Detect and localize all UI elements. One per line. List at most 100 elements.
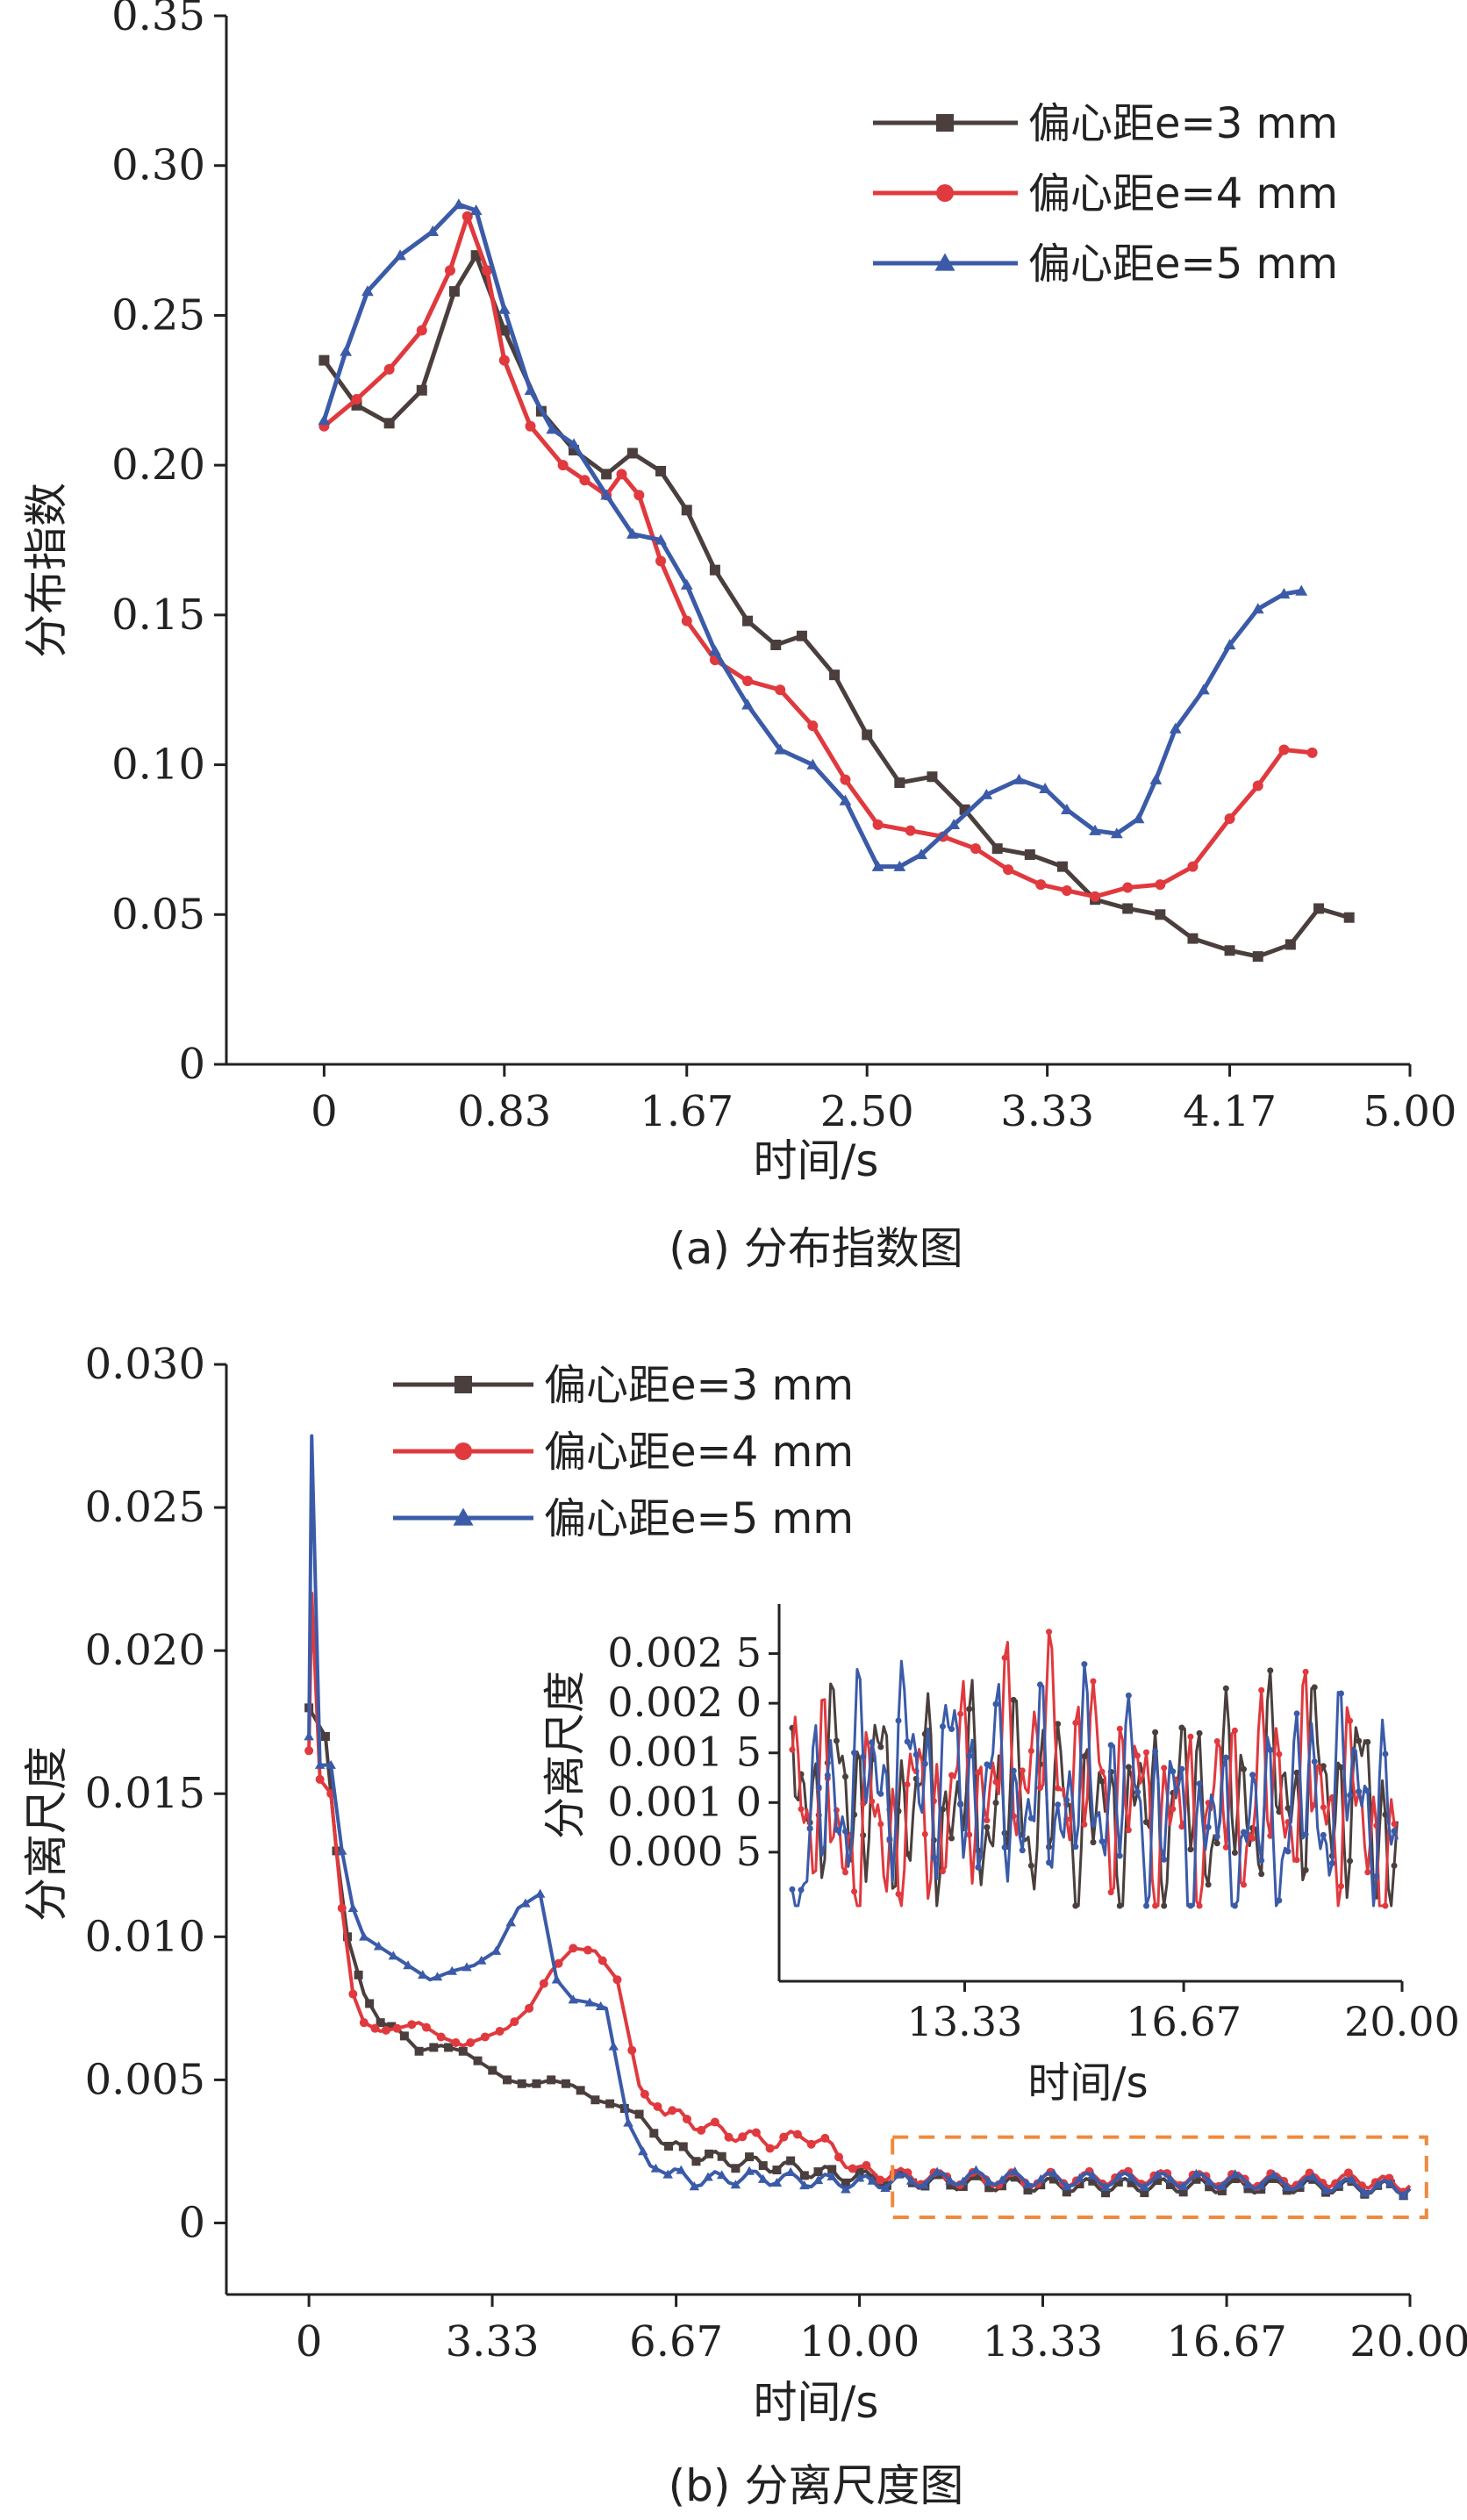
series-e3-point	[376, 2018, 385, 2028]
series-e4-point	[351, 394, 362, 405]
series-e3-point	[1127, 2178, 1136, 2187]
series-e3-point	[343, 1932, 353, 1942]
inset-series-e3-point	[841, 1773, 848, 1780]
series-e5-point	[676, 2165, 687, 2174]
chart-b-legend: 偏心距e=3 mm 偏心距e=4 mm 偏心距e=5 mm	[393, 1361, 854, 1543]
inset-series-e5-point	[789, 1886, 796, 1893]
series-e5-point	[854, 2173, 865, 2182]
chart-a-series	[318, 198, 1355, 963]
series-e4-point	[1224, 813, 1235, 825]
inset-series-e5-point	[1267, 1746, 1274, 1753]
series-e5-point	[1359, 2187, 1370, 2197]
series-e5-point	[318, 414, 331, 426]
series-e4-point	[304, 1746, 314, 1756]
x-tick-label: 4.17	[1183, 1087, 1277, 1136]
inset-series-e5-point	[1302, 1831, 1309, 1838]
series-e5-point	[806, 758, 819, 770]
series-e3-point	[1075, 2180, 1084, 2189]
chart-a-axes	[225, 16, 1410, 1066]
series-e3-point	[634, 2109, 644, 2119]
series-e5-point	[1132, 813, 1145, 824]
inset-series-e5-point	[957, 1801, 964, 1808]
series-e4-point	[337, 1903, 347, 1913]
series-e5-point	[1165, 2173, 1176, 2183]
inset-series-e3-point	[939, 1806, 946, 1813]
inset-series-e5-point	[1373, 1872, 1380, 1879]
series-e5-point	[1269, 2170, 1279, 2180]
series-e3-point	[1140, 2188, 1149, 2198]
series-e4-point	[315, 1774, 325, 1784]
series-e5-point	[1035, 2173, 1046, 2183]
y-tick-label: 0.15	[111, 591, 205, 640]
series-e3-point	[705, 2149, 714, 2158]
inset-series-e5-point	[948, 1726, 955, 1733]
inset-series-e5-point	[1258, 1857, 1265, 1864]
inset-series-e3-point	[1231, 1849, 1238, 1856]
series-e5-point	[426, 225, 440, 237]
series-e4-point	[834, 2152, 844, 2162]
inset-series-e4-point	[851, 1888, 858, 1895]
series-e5-point	[1009, 2166, 1020, 2176]
inset-series-e3-point	[984, 1824, 991, 1831]
series-e5-point	[497, 303, 511, 314]
inset-ticks: 0.002 50.002 00.001 50.001 00.000 5 13.33…	[607, 1629, 1459, 2045]
y-tick-label: 0.25	[111, 290, 205, 340]
inset-series-e5-point	[1364, 1787, 1371, 1794]
inset-series-e3-point	[1081, 1753, 1088, 1760]
series-e4-point	[1155, 879, 1166, 891]
legend-e3-marker	[454, 1376, 472, 1393]
series-e5-point	[1242, 2179, 1254, 2188]
series-e5-point	[347, 1902, 359, 1913]
series-e5-point	[623, 2117, 633, 2127]
inset-series-e5-line	[791, 1659, 1399, 1908]
series-e5-point	[546, 423, 559, 434]
series-e5-point	[1169, 722, 1182, 734]
series-e5-point	[945, 2175, 955, 2185]
inset-series-e5-point	[1213, 1833, 1220, 1840]
chart-a-ticks: 0 0.05 0.10 0.15 0.20 0.25 0.30 0.35 0 0.83 1.67 2.…	[111, 0, 1456, 1136]
inset-series-e3-point	[1241, 1765, 1248, 1772]
inset-series-e5-point	[1347, 1792, 1354, 1799]
x-tick-label: 5.00	[1363, 1087, 1457, 1136]
series-e3-point	[799, 2171, 809, 2180]
inset-series-e4-point	[992, 1779, 999, 1786]
series-e5-point	[997, 2174, 1007, 2185]
series-e3-point	[709, 564, 720, 576]
x-tick-label: 16.67	[1166, 2317, 1286, 2366]
inset-series-e3-point	[1125, 1764, 1132, 1771]
inset-series-e5-point	[798, 1886, 805, 1894]
y-tick-label: 0.20	[111, 440, 205, 490]
inset-series-e5-point	[1391, 1828, 1398, 1835]
series-e3-point	[1243, 2184, 1253, 2194]
inset-series-e3-point	[1196, 1729, 1203, 1736]
inset-series-e4-point	[1107, 1889, 1114, 1896]
series-e3-point	[855, 2167, 864, 2177]
inset-series-e4-point	[921, 1830, 928, 1837]
series-e4-point	[738, 2132, 748, 2142]
series-e4-point	[806, 2139, 816, 2149]
series-e5-point	[1113, 2171, 1124, 2180]
y-tick-label: 0.005	[85, 2055, 205, 2104]
series-e5-point	[626, 527, 639, 539]
series-e5-point	[867, 2175, 878, 2185]
series-e3-point	[772, 2166, 782, 2175]
inset-series-e4-point	[1125, 1827, 1132, 1834]
y-tick-label: 0.020	[85, 1626, 205, 1675]
series-e3-point	[717, 2151, 726, 2161]
series-e3-point	[1101, 2188, 1111, 2198]
series-e5-point	[524, 383, 537, 395]
series-e5-point	[662, 2169, 673, 2179]
inset-series-e3-point	[1364, 1738, 1371, 1745]
series-e5-point	[1398, 2190, 1409, 2200]
series-e4-point	[579, 475, 590, 486]
series-e3-point	[458, 2046, 468, 2056]
inset-series-e3-point	[1391, 1862, 1398, 1869]
inset-series-e5-point	[1328, 1860, 1335, 1867]
series-e4-point	[751, 2128, 761, 2137]
series-e5-point	[340, 345, 353, 356]
series-e5-point	[1152, 2169, 1163, 2179]
inset-series-e5-point	[895, 1717, 902, 1724]
inset-series-e4-point	[975, 1769, 982, 1776]
inset-series-e5-point	[1081, 1661, 1088, 1668]
inset-series-e4-point	[948, 1772, 955, 1779]
